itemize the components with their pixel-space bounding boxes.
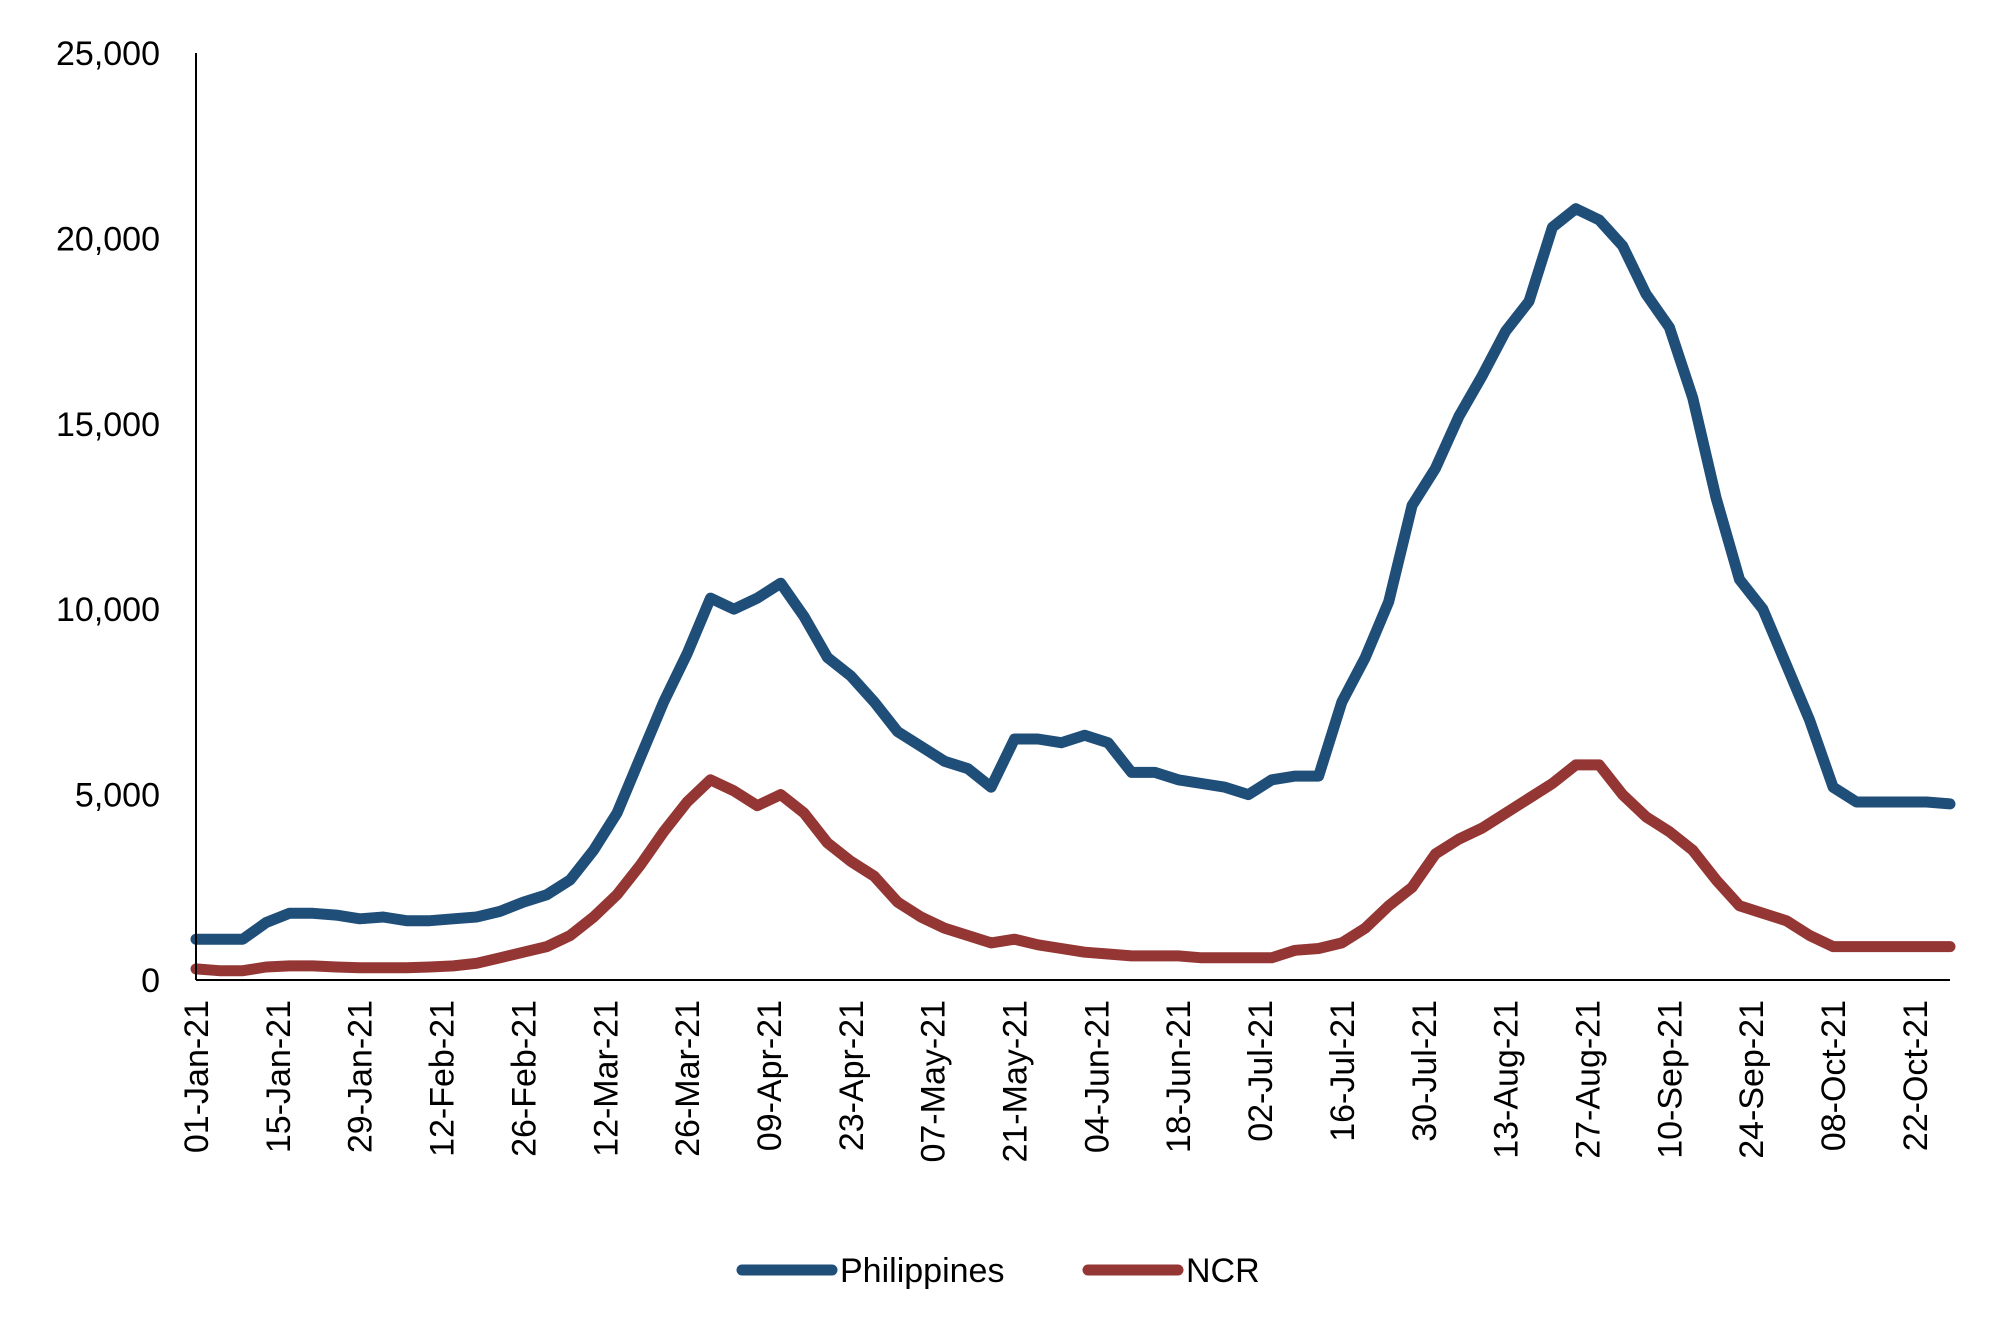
- x-tick-label: 12-Mar-21: [587, 1000, 625, 1157]
- x-tick-label: 21-May-21: [997, 1000, 1035, 1163]
- x-tick-label: 07-May-21: [915, 1000, 953, 1163]
- series-layer: [190, 203, 1956, 977]
- y-tick-label: 25,000: [56, 35, 160, 73]
- x-tick-label: 26-Mar-21: [669, 1000, 707, 1157]
- x-tick-label: 04-Jun-21: [1078, 1000, 1116, 1153]
- x-axis-ticks: 01-Jan-21 15-Jan-21 29-Jan-21 12-Feb-21 26-F…: [178, 1000, 1935, 1163]
- x-tick-label: 09-Apr-21: [751, 1000, 789, 1151]
- series-line-philippines: [190, 203, 1956, 945]
- legend: Philippines NCR: [736, 1252, 1260, 1290]
- y-tick-label: 15,000: [56, 406, 160, 444]
- y-tick-label: 20,000: [56, 220, 160, 258]
- x-tick-label: 24-Sep-21: [1733, 1000, 1771, 1159]
- x-tick-label: 29-Jan-21: [342, 1000, 380, 1153]
- legend-label-ncr: NCR: [1186, 1252, 1260, 1290]
- x-tick-label: 22-Oct-21: [1897, 1000, 1935, 1151]
- x-tick-label: 15-Jan-21: [260, 1000, 298, 1153]
- legend-label-philippines: Philippines: [840, 1252, 1004, 1290]
- series-line-ncr: [190, 759, 1956, 977]
- x-tick-label: 13-Aug-21: [1488, 1000, 1526, 1159]
- x-tick-label: 23-Apr-21: [833, 1000, 871, 1151]
- x-tick-label: 10-Sep-21: [1651, 1000, 1689, 1159]
- y-tick-label: 0: [141, 962, 160, 1000]
- y-tick-label: 5,000: [75, 777, 160, 815]
- x-tick-label: 16-Jul-21: [1324, 1000, 1362, 1142]
- x-tick-label: 26-Feb-21: [505, 1000, 543, 1157]
- x-tick-label: 02-Jul-21: [1242, 1000, 1280, 1142]
- y-axis-ticks: 0 5,000 10,000 15,000 20,000 25,000: [56, 35, 160, 1000]
- x-tick-label: 30-Jul-21: [1406, 1000, 1444, 1142]
- x-tick-label: 18-Jun-21: [1160, 1000, 1198, 1153]
- x-tick-label: 08-Oct-21: [1815, 1000, 1853, 1151]
- x-tick-label: 12-Feb-21: [424, 1000, 462, 1157]
- y-tick-label: 10,000: [56, 591, 160, 629]
- x-tick-label: 01-Jan-21: [178, 1000, 216, 1153]
- x-tick-label: 27-Aug-21: [1570, 1000, 1608, 1159]
